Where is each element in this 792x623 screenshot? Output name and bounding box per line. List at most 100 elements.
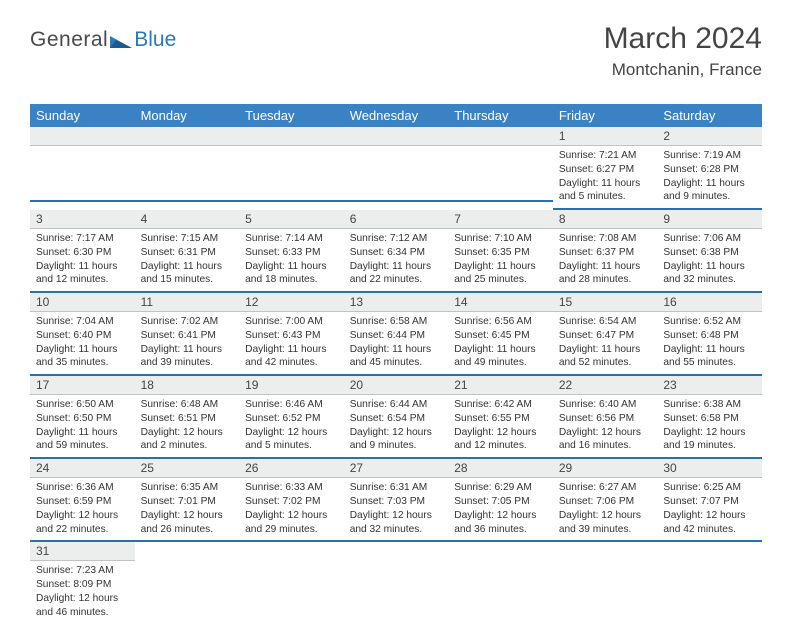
calendar-cell: 14Sunrise: 6:56 AMSunset: 6:45 PMDayligh… [448, 293, 553, 376]
sunset-text: Sunset: 6:50 PM [36, 412, 129, 426]
day-number: 27 [344, 459, 449, 478]
weekday-header: Tuesday [239, 104, 344, 127]
daylight-text: Daylight: 12 hours and 42 minutes. [663, 509, 756, 537]
day-number: 21 [448, 376, 553, 395]
sunset-text: Sunset: 7:03 PM [350, 495, 443, 509]
calendar-cell: 18Sunrise: 6:48 AMSunset: 6:51 PMDayligh… [135, 376, 240, 459]
weekday-header: Thursday [448, 104, 553, 127]
sunrise-text: Sunrise: 7:12 AM [350, 232, 443, 246]
sunset-text: Sunset: 6:34 PM [350, 246, 443, 260]
day-number: 10 [30, 293, 135, 312]
sunrise-text: Sunrise: 6:25 AM [663, 481, 756, 495]
calendar-cell: 28Sunrise: 6:29 AMSunset: 7:05 PMDayligh… [448, 459, 553, 542]
calendar-cell: 22Sunrise: 6:40 AMSunset: 6:56 PMDayligh… [553, 376, 658, 459]
daylight-text: Daylight: 11 hours and 9 minutes. [663, 177, 756, 205]
calendar: SundayMondayTuesdayWednesdayThursdayFrid… [30, 104, 762, 623]
sunrise-text: Sunrise: 6:50 AM [36, 398, 129, 412]
calendar-cell [553, 542, 658, 623]
day-number: 4 [135, 210, 240, 229]
daylight-text: Daylight: 12 hours and 9 minutes. [350, 426, 443, 454]
sunset-text: Sunset: 7:07 PM [663, 495, 756, 509]
day-details: Sunrise: 6:48 AMSunset: 6:51 PMDaylight:… [135, 395, 240, 459]
day-details: Sunrise: 6:54 AMSunset: 6:47 PMDaylight:… [553, 312, 658, 376]
sunrise-text: Sunrise: 7:02 AM [141, 315, 234, 329]
daylight-text: Daylight: 11 hours and 59 minutes. [36, 426, 129, 454]
day-number [239, 127, 344, 146]
sunset-text: Sunset: 6:41 PM [141, 329, 234, 343]
logo-word1: General [30, 28, 108, 52]
calendar-cell [30, 127, 135, 210]
day-number: 8 [553, 210, 658, 229]
day-details: Sunrise: 6:29 AMSunset: 7:05 PMDaylight:… [448, 478, 553, 542]
day-number: 30 [657, 459, 762, 478]
sunrise-text: Sunrise: 7:21 AM [559, 149, 652, 163]
sunset-text: Sunset: 6:59 PM [36, 495, 129, 509]
day-number: 18 [135, 376, 240, 395]
calendar-body: 1Sunrise: 7:21 AMSunset: 6:27 PMDaylight… [30, 127, 762, 623]
sunrise-text: Sunrise: 7:23 AM [36, 564, 129, 578]
daylight-text: Daylight: 11 hours and 25 minutes. [454, 260, 547, 288]
sunset-text: Sunset: 6:40 PM [36, 329, 129, 343]
weekday-header: Saturday [657, 104, 762, 127]
day-details: Sunrise: 7:17 AMSunset: 6:30 PMDaylight:… [30, 229, 135, 293]
daylight-text: Daylight: 12 hours and 5 minutes. [245, 426, 338, 454]
sunrise-text: Sunrise: 6:56 AM [454, 315, 547, 329]
daylight-text: Daylight: 11 hours and 28 minutes. [559, 260, 652, 288]
calendar-row: 24Sunrise: 6:36 AMSunset: 6:59 PMDayligh… [30, 459, 762, 542]
calendar-cell: 19Sunrise: 6:46 AMSunset: 6:52 PMDayligh… [239, 376, 344, 459]
calendar-cell: 8Sunrise: 7:08 AMSunset: 6:37 PMDaylight… [553, 210, 658, 293]
page-title: March 2024 [604, 22, 762, 56]
day-number [30, 127, 135, 146]
sunrise-text: Sunrise: 7:00 AM [245, 315, 338, 329]
sunset-text: Sunset: 6:51 PM [141, 412, 234, 426]
calendar-cell: 3Sunrise: 7:17 AMSunset: 6:30 PMDaylight… [30, 210, 135, 293]
daylight-text: Daylight: 12 hours and 2 minutes. [141, 426, 234, 454]
day-details [344, 146, 449, 202]
day-details: Sunrise: 7:04 AMSunset: 6:40 PMDaylight:… [30, 312, 135, 376]
sunrise-text: Sunrise: 6:48 AM [141, 398, 234, 412]
calendar-cell: 24Sunrise: 6:36 AMSunset: 6:59 PMDayligh… [30, 459, 135, 542]
sunrise-text: Sunrise: 6:46 AM [245, 398, 338, 412]
calendar-cell [448, 127, 553, 210]
day-details: Sunrise: 6:27 AMSunset: 7:06 PMDaylight:… [553, 478, 658, 542]
sunrise-text: Sunrise: 6:33 AM [245, 481, 338, 495]
day-details: Sunrise: 6:58 AMSunset: 6:44 PMDaylight:… [344, 312, 449, 376]
day-number: 23 [657, 376, 762, 395]
sunrise-text: Sunrise: 6:52 AM [663, 315, 756, 329]
day-number: 3 [30, 210, 135, 229]
sunrise-text: Sunrise: 7:10 AM [454, 232, 547, 246]
sunrise-text: Sunrise: 7:04 AM [36, 315, 129, 329]
logo-triangle-icon [110, 34, 132, 48]
day-details [448, 146, 553, 202]
day-details [30, 146, 135, 202]
sunrise-text: Sunrise: 6:40 AM [559, 398, 652, 412]
sunrise-text: Sunrise: 6:44 AM [350, 398, 443, 412]
sunset-text: Sunset: 6:58 PM [663, 412, 756, 426]
weekday-header: Friday [553, 104, 658, 127]
daylight-text: Daylight: 11 hours and 12 minutes. [36, 260, 129, 288]
day-details: Sunrise: 7:21 AMSunset: 6:27 PMDaylight:… [553, 146, 658, 210]
sunset-text: Sunset: 6:54 PM [350, 412, 443, 426]
sunset-text: Sunset: 6:31 PM [141, 246, 234, 260]
day-number: 9 [657, 210, 762, 229]
sunset-text: Sunset: 6:43 PM [245, 329, 338, 343]
day-details: Sunrise: 6:42 AMSunset: 6:55 PMDaylight:… [448, 395, 553, 459]
daylight-text: Daylight: 11 hours and 55 minutes. [663, 343, 756, 371]
daylight-text: Daylight: 11 hours and 22 minutes. [350, 260, 443, 288]
sunset-text: Sunset: 6:48 PM [663, 329, 756, 343]
day-number: 13 [344, 293, 449, 312]
calendar-cell: 27Sunrise: 6:31 AMSunset: 7:03 PMDayligh… [344, 459, 449, 542]
day-number: 7 [448, 210, 553, 229]
calendar-cell: 29Sunrise: 6:27 AMSunset: 7:06 PMDayligh… [553, 459, 658, 542]
sunset-text: Sunset: 6:28 PM [663, 163, 756, 177]
day-details: Sunrise: 6:33 AMSunset: 7:02 PMDaylight:… [239, 478, 344, 542]
sunset-text: Sunset: 6:37 PM [559, 246, 652, 260]
calendar-cell: 7Sunrise: 7:10 AMSunset: 6:35 PMDaylight… [448, 210, 553, 293]
sunrise-text: Sunrise: 7:06 AM [663, 232, 756, 246]
sunset-text: Sunset: 6:30 PM [36, 246, 129, 260]
sunrise-text: Sunrise: 6:29 AM [454, 481, 547, 495]
daylight-text: Daylight: 12 hours and 32 minutes. [350, 509, 443, 537]
day-number: 25 [135, 459, 240, 478]
day-number: 28 [448, 459, 553, 478]
day-number: 15 [553, 293, 658, 312]
